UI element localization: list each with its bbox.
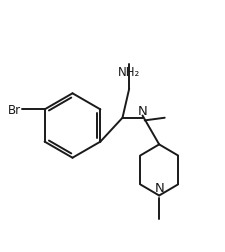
Text: N: N [138,104,147,117]
Text: N: N [154,182,164,195]
Text: Br: Br [8,104,21,116]
Text: NH₂: NH₂ [118,66,140,79]
